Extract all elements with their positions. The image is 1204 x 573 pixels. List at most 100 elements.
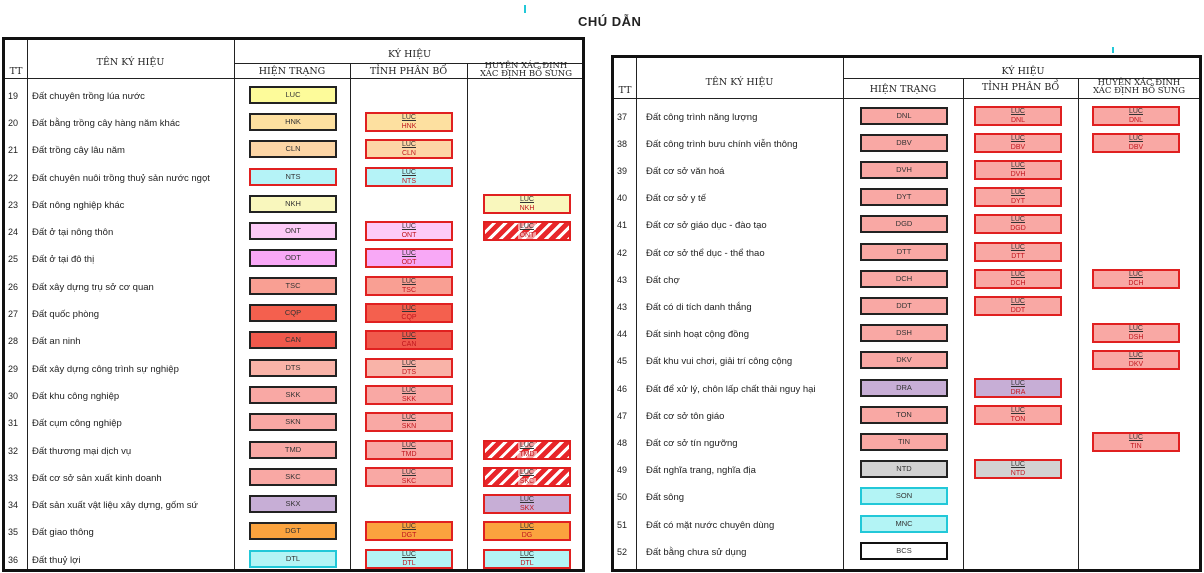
fraction-top: LUC (1128, 270, 1143, 278)
fraction-top: LUC (517, 441, 536, 449)
tinh-fraction-swatch: LUC DTS (365, 357, 453, 378)
legend-row: 37 Đất công trình năng lượng DNL LUC DNL LUC D… (614, 103, 1199, 130)
code-swatch: SON (860, 487, 948, 506)
fraction-bottom: CQP (401, 314, 417, 322)
row-number: 19 (8, 90, 19, 101)
row-name: Đất chợ (646, 274, 680, 286)
row-name: Đất giao thông (32, 527, 94, 539)
code-swatch: DCH (860, 269, 948, 288)
legend-row: 26 Đất xây dựng trụ sở cơ quan TSC LUC TSC (5, 273, 582, 300)
legend-row: 25 Đất ở tại đô thị ODT LUC ODT (5, 246, 582, 273)
row-number: 29 (8, 363, 19, 374)
code-swatch: MNC (860, 514, 948, 533)
code-swatch: DNL (860, 106, 948, 125)
row-number: 42 (617, 247, 628, 258)
legend-row: 43 Đất chợ DCH LUC DCH LUC DCH (614, 266, 1199, 293)
tinh-fraction-swatch: LUC DTT (974, 241, 1062, 262)
huyen-fraction-swatch: LUC TIN (1092, 431, 1180, 452)
legend-row: 21 Đất trồng cây lâu năm CLN LUC CLN (5, 137, 582, 164)
row-number: 28 (8, 336, 19, 347)
code-swatch: DGD (860, 215, 948, 234)
huyen-fraction-swatch: LUC DKV (1092, 350, 1180, 371)
huyen-fraction-swatch: LUC NKH (483, 193, 571, 214)
fraction-bottom: DVH (1010, 170, 1026, 178)
tinh-fraction-swatch: LUC DGD (974, 214, 1062, 235)
code-swatch: BCS (860, 541, 948, 560)
header-ten-ky-hieu: TÊN KÝ HIỆU (705, 77, 774, 88)
code-swatch: CQP (249, 304, 337, 323)
row-number: 48 (617, 437, 628, 448)
row-number: 25 (8, 254, 19, 265)
fraction-bottom: DBV (1010, 143, 1026, 151)
header-ky-hieu: KÝ HIỆU (1001, 66, 1045, 77)
fraction-top: LUC (1128, 325, 1143, 333)
tinh-fraction-swatch: LUC NTD (974, 459, 1062, 480)
fraction-bottom: DNL (1128, 116, 1143, 124)
tinh-fraction-swatch: LUC DRA (974, 377, 1062, 398)
header-tt: TT (9, 66, 23, 77)
row-number: 43 (617, 274, 628, 285)
fraction-bottom: SKC (517, 477, 537, 485)
row-name: Đất chuyên trồng lúa nước (32, 90, 145, 102)
legend-title: CHÚ DẪN (578, 14, 642, 29)
row-name: Đất có di tích danh thắng (646, 301, 752, 313)
row-name: Đất cơ sở y tế (646, 193, 706, 205)
row-name: Đất quốc phòng (32, 309, 100, 321)
tinh-fraction-swatch: LUC DTL (365, 548, 453, 569)
fraction-top: LUC (1010, 243, 1025, 251)
legend-row: 46 Đất để xử lý, chôn lấp chất thải nguy … (614, 375, 1199, 402)
code-swatch: DTT (860, 242, 948, 261)
code-swatch: NKH (249, 194, 337, 213)
header-hien-trang: HIỆN TRẠNG (258, 66, 326, 77)
code-swatch: SKX (249, 495, 337, 514)
tinh-fraction-swatch: LUC DCH (974, 268, 1062, 289)
fraction-bottom: SKN (401, 423, 417, 431)
fraction-top: LUC (1128, 352, 1143, 360)
row-name: Đất công trình năng lượng (646, 111, 758, 123)
code-swatch: ONT (249, 222, 337, 241)
row-name: Đất nông nghiệp khác (32, 199, 125, 211)
header-huyen-xac-dinh: HUYỆN XÁC ĐỊNH (1097, 78, 1181, 88)
row-number: 21 (8, 145, 19, 156)
huyen-fraction-swatch: LUC DCH (1092, 268, 1180, 289)
row-number: 38 (617, 138, 628, 149)
row-number: 41 (617, 220, 628, 231)
code-swatch: DTS (249, 358, 337, 377)
row-number: 23 (8, 199, 19, 210)
code-swatch: NTD (860, 460, 948, 479)
legend-row: 19 Đất chuyên trồng lúa nước LUC (5, 82, 582, 109)
cyan-mark (524, 5, 526, 13)
tinh-fraction-swatch: LUC CQP (365, 303, 453, 324)
fraction-bottom: CLN (401, 150, 416, 158)
row-number: 49 (617, 465, 628, 476)
row-name: Đất cơ sở tín ngưỡng (646, 437, 738, 449)
row-name: Đất thuỷ lợi (32, 554, 81, 566)
fraction-top: LUC (519, 550, 534, 558)
code-swatch: NTS (249, 167, 337, 186)
legend-row: 24 Đất ở tại nông thôn ONT LUC ONT LUC ONT (5, 219, 582, 246)
tinh-fraction-swatch: LUC SKN (365, 412, 453, 433)
fraction-top: LUC (401, 332, 416, 340)
code-swatch: DBV (860, 133, 948, 152)
tinh-fraction-swatch: LUC DNL (974, 105, 1062, 126)
code-swatch: CLN (249, 140, 337, 159)
header-xac-dinh-bo-sung: XÁC ĐỊNH BỔ SUNG (480, 69, 572, 79)
row-name: Đất công trình bưu chính viễn thông (646, 138, 798, 150)
code-swatch: DTL (249, 549, 337, 568)
row-number: 30 (8, 390, 19, 401)
fraction-top: LUC (1010, 107, 1025, 115)
fraction-bottom: DTL (520, 559, 534, 567)
code-swatch: SKK (249, 385, 337, 404)
row-number: 40 (617, 193, 628, 204)
row-name: Đất bằng chưa sử dụng (646, 546, 747, 558)
legend-row: 42 Đất cơ sở thể dục - thể thao DTT LUC DTT (614, 239, 1199, 266)
header-huyen-xac-dinh: HUYỆN XÁC ĐỊNH (484, 61, 568, 71)
row-name: Đất có mặt nước chuyên dùng (646, 519, 775, 531)
row-number: 24 (8, 227, 19, 238)
row-name: Đất bằng trồng cây hàng năm khác (32, 117, 180, 129)
tinh-fraction-swatch: LUC DBV (974, 132, 1062, 153)
fraction-bottom: NKH (519, 204, 535, 212)
fraction-bottom: DYT (1011, 198, 1025, 206)
row-name: Đất sinh hoạt cộng đồng (646, 329, 749, 341)
header-hien-trang: HIỆN TRẠNG (869, 84, 937, 95)
